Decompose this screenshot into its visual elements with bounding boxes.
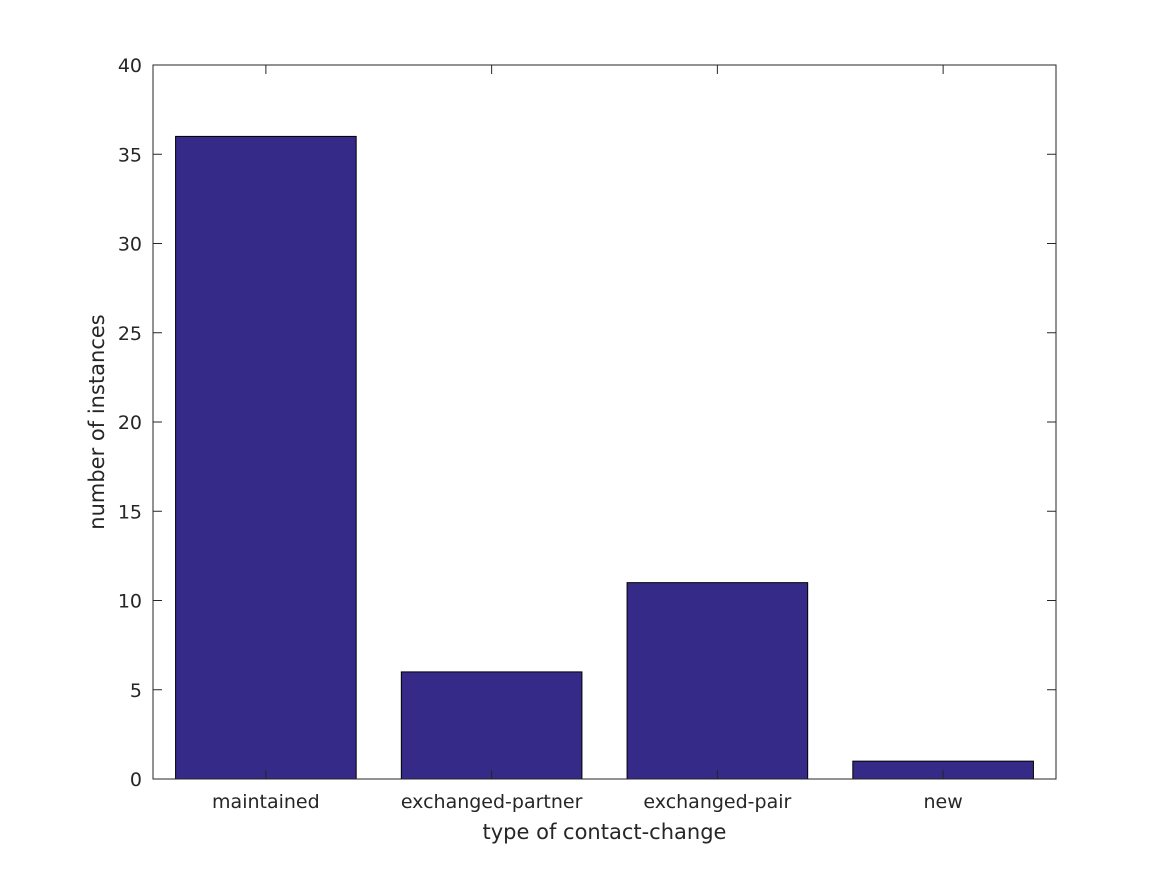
- y-tick-label: 35: [118, 144, 142, 166]
- x-tick-label: exchanged-pair: [643, 791, 791, 813]
- bar-maintained: [175, 135, 357, 780]
- y-tick-label: 25: [118, 323, 142, 345]
- x-tick-label: exchanged-partner: [401, 791, 583, 813]
- y-axis-label: number of instances: [85, 314, 109, 529]
- bars-layer: [175, 135, 1034, 780]
- y-tick-label: 0: [130, 769, 142, 791]
- y-tick-label: 10: [118, 591, 142, 613]
- y-tick-label: 15: [118, 501, 142, 523]
- y-tick-label: 40: [118, 55, 142, 77]
- bar-exchanged-pair: [626, 582, 809, 780]
- x-tick-label: maintained: [212, 791, 320, 813]
- x-tick-label: new: [923, 791, 962, 813]
- tick-labels-layer: maintained exchanged-partner exchanged-pai…: [118, 55, 963, 813]
- y-tick-label: 30: [118, 234, 142, 256]
- x-axis-label: type of contact-change: [483, 820, 727, 844]
- y-tick-label: 5: [130, 680, 142, 702]
- y-tick-label: 20: [118, 412, 142, 434]
- bar-exchanged-partner: [400, 671, 583, 780]
- ticks-layer: [153, 64, 1056, 780]
